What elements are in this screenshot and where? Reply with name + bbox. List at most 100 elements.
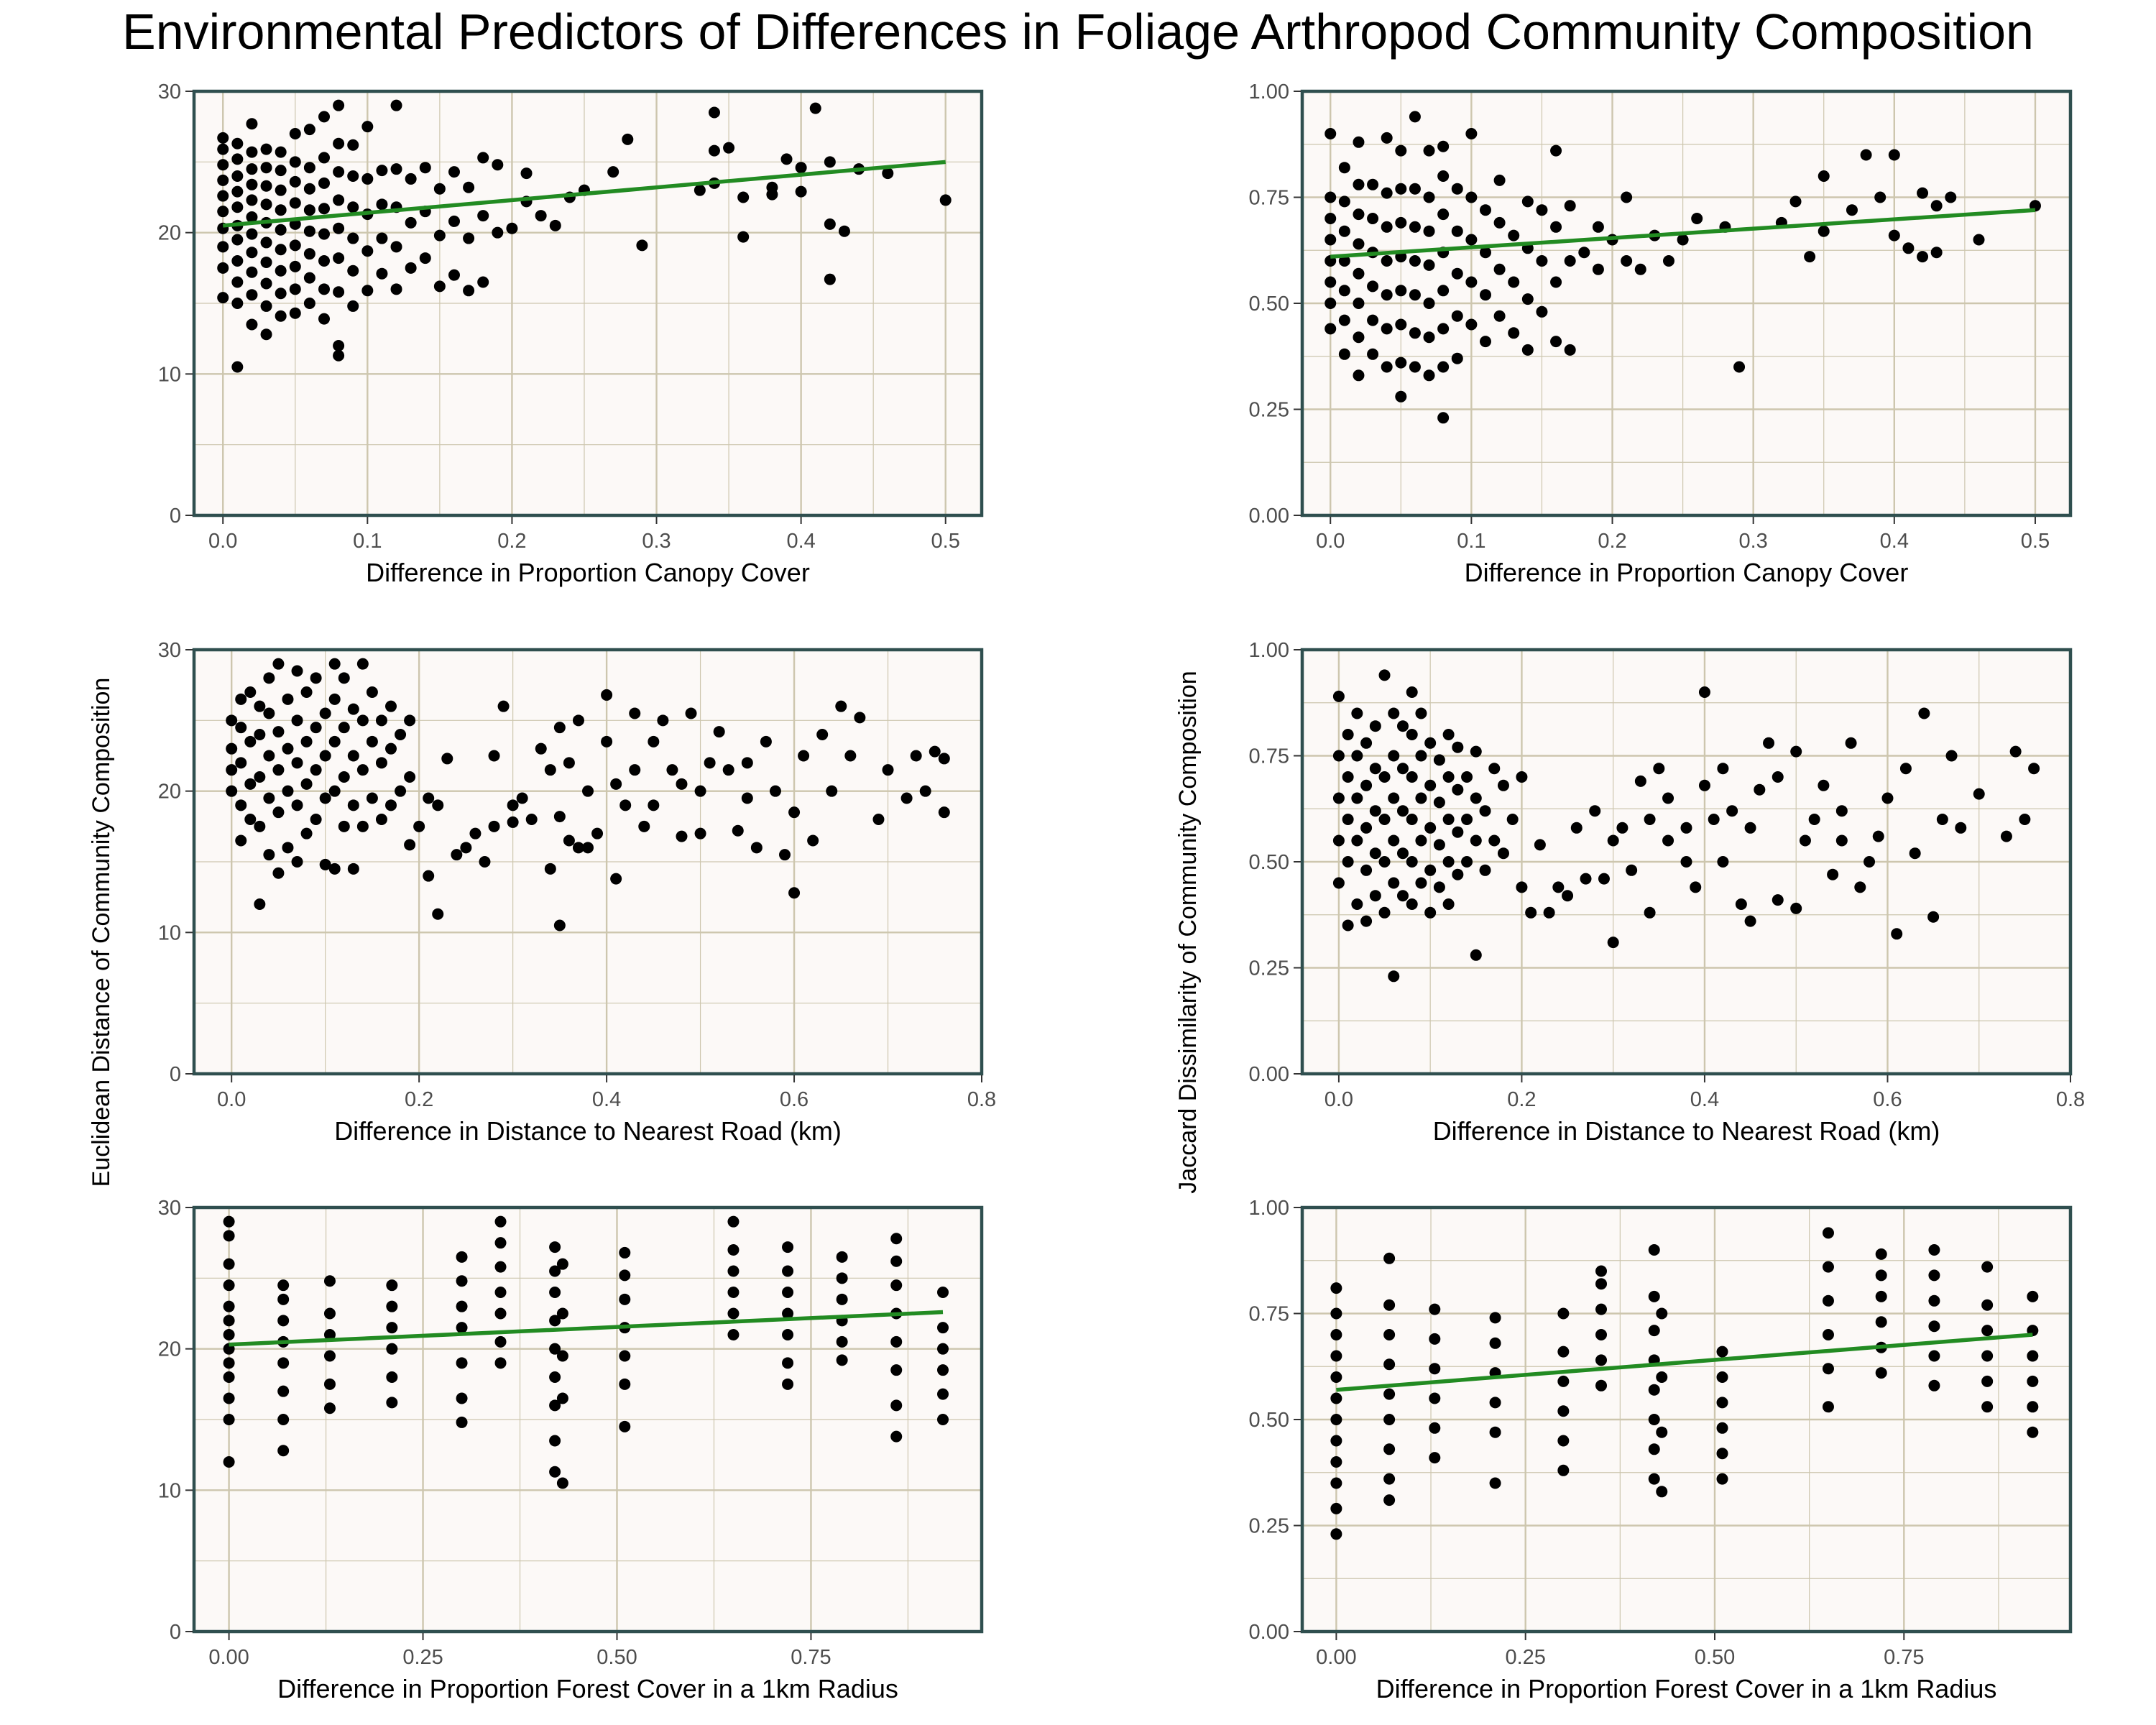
data-point <box>494 1307 507 1320</box>
data-point <box>1716 1473 1728 1485</box>
data-point <box>1902 242 1915 254</box>
data-point <box>463 181 475 193</box>
data-point <box>217 132 229 144</box>
data-point <box>223 1300 235 1312</box>
data-point <box>494 1335 507 1348</box>
data-point <box>1479 204 1491 216</box>
data-point <box>1648 1325 1660 1337</box>
data-point <box>433 229 446 242</box>
data-point <box>303 225 315 237</box>
x-tick-label: 0.4 <box>1690 1088 1719 1111</box>
data-point <box>328 658 341 670</box>
data-point <box>1330 1414 1342 1425</box>
data-point <box>807 834 819 847</box>
data-point <box>289 283 301 295</box>
data-point <box>1899 763 1912 775</box>
y-tick-label: 0.75 <box>1249 745 1289 768</box>
data-point <box>694 827 706 840</box>
data-point <box>1845 737 1857 749</box>
plot-border <box>192 89 984 518</box>
data-points <box>217 99 952 373</box>
figure-title: Environmental Predictors of Differences … <box>122 4 2034 60</box>
data-point <box>1470 949 1482 961</box>
data-point <box>1497 847 1509 860</box>
data-point <box>1437 170 1450 182</box>
data-point <box>1406 771 1418 783</box>
data-point <box>882 167 894 180</box>
data-point <box>1325 191 1337 203</box>
data-point <box>1351 707 1363 719</box>
x-axis-title: Difference in Proportion Canopy Cover <box>1465 558 1909 587</box>
y-tick-label: 10 <box>158 921 181 944</box>
data-point <box>1383 1494 1396 1506</box>
data-point <box>737 231 750 243</box>
data-point <box>910 750 922 762</box>
data-point <box>1799 834 1811 847</box>
data-point <box>275 204 287 216</box>
data-point <box>1595 1278 1608 1290</box>
data-point <box>469 827 482 840</box>
data-point <box>1369 763 1381 775</box>
data-point <box>648 799 660 811</box>
data-point <box>1822 1261 1834 1273</box>
plot-border <box>1300 648 2073 1076</box>
data-point <box>1716 1371 1728 1383</box>
regression-line <box>1330 208 2036 259</box>
x-tick-label: 0.25 <box>1505 1646 1545 1669</box>
data-point <box>1451 225 1463 237</box>
data-point <box>1461 771 1473 783</box>
data-point <box>732 824 744 837</box>
data-point <box>289 128 301 139</box>
data-point <box>1406 729 1418 740</box>
data-point <box>413 820 425 832</box>
data-point <box>1981 1350 1994 1362</box>
data-point <box>1479 336 1491 348</box>
data-point <box>277 1445 290 1457</box>
data-point <box>1536 204 1548 216</box>
data-point <box>231 234 244 246</box>
data-point <box>1621 191 1633 203</box>
data-point <box>1875 1316 1887 1328</box>
plot-border <box>1300 1205 2073 1634</box>
y-tick-label: 0.50 <box>1249 293 1289 316</box>
data-point <box>323 1402 336 1414</box>
data-point <box>648 735 660 748</box>
x-tick-label: 0.2 <box>497 530 526 553</box>
y-tick-label: 20 <box>158 1338 181 1361</box>
data-point <box>223 1279 235 1292</box>
data-point <box>1342 729 1354 740</box>
data-point <box>727 1329 740 1340</box>
data-point <box>328 693 341 705</box>
data-point <box>494 1357 507 1369</box>
data-point <box>638 820 650 832</box>
data-point <box>333 252 345 264</box>
data-point <box>782 1287 794 1298</box>
data-point <box>782 1265 794 1277</box>
data-point <box>582 842 594 854</box>
data-point <box>507 816 519 828</box>
data-point <box>1465 191 1478 203</box>
data-point <box>1353 331 1365 344</box>
data-point <box>1451 310 1463 322</box>
data-point <box>1733 361 1746 373</box>
data-point <box>246 118 258 130</box>
data-point <box>1342 814 1354 825</box>
y-tick-label: 30 <box>158 80 181 104</box>
data-point <box>1332 834 1345 847</box>
data-point <box>1644 906 1656 919</box>
data-point <box>1338 255 1350 267</box>
data-point <box>277 1315 290 1327</box>
data-point <box>1351 898 1363 910</box>
data-point <box>1557 1464 1570 1476</box>
data-point <box>347 170 359 182</box>
data-point <box>1330 1307 1342 1320</box>
data-point <box>1595 1329 1608 1340</box>
data-point <box>333 340 345 351</box>
data-point <box>272 764 285 776</box>
data-point <box>1928 1294 1940 1307</box>
data-point <box>1423 225 1435 237</box>
data-point <box>836 1272 848 1284</box>
x-tick-label: 0.4 <box>592 1088 621 1111</box>
data-point <box>694 785 706 797</box>
x-axis-title: Difference in Proportion Forest Cover in… <box>277 1674 898 1703</box>
